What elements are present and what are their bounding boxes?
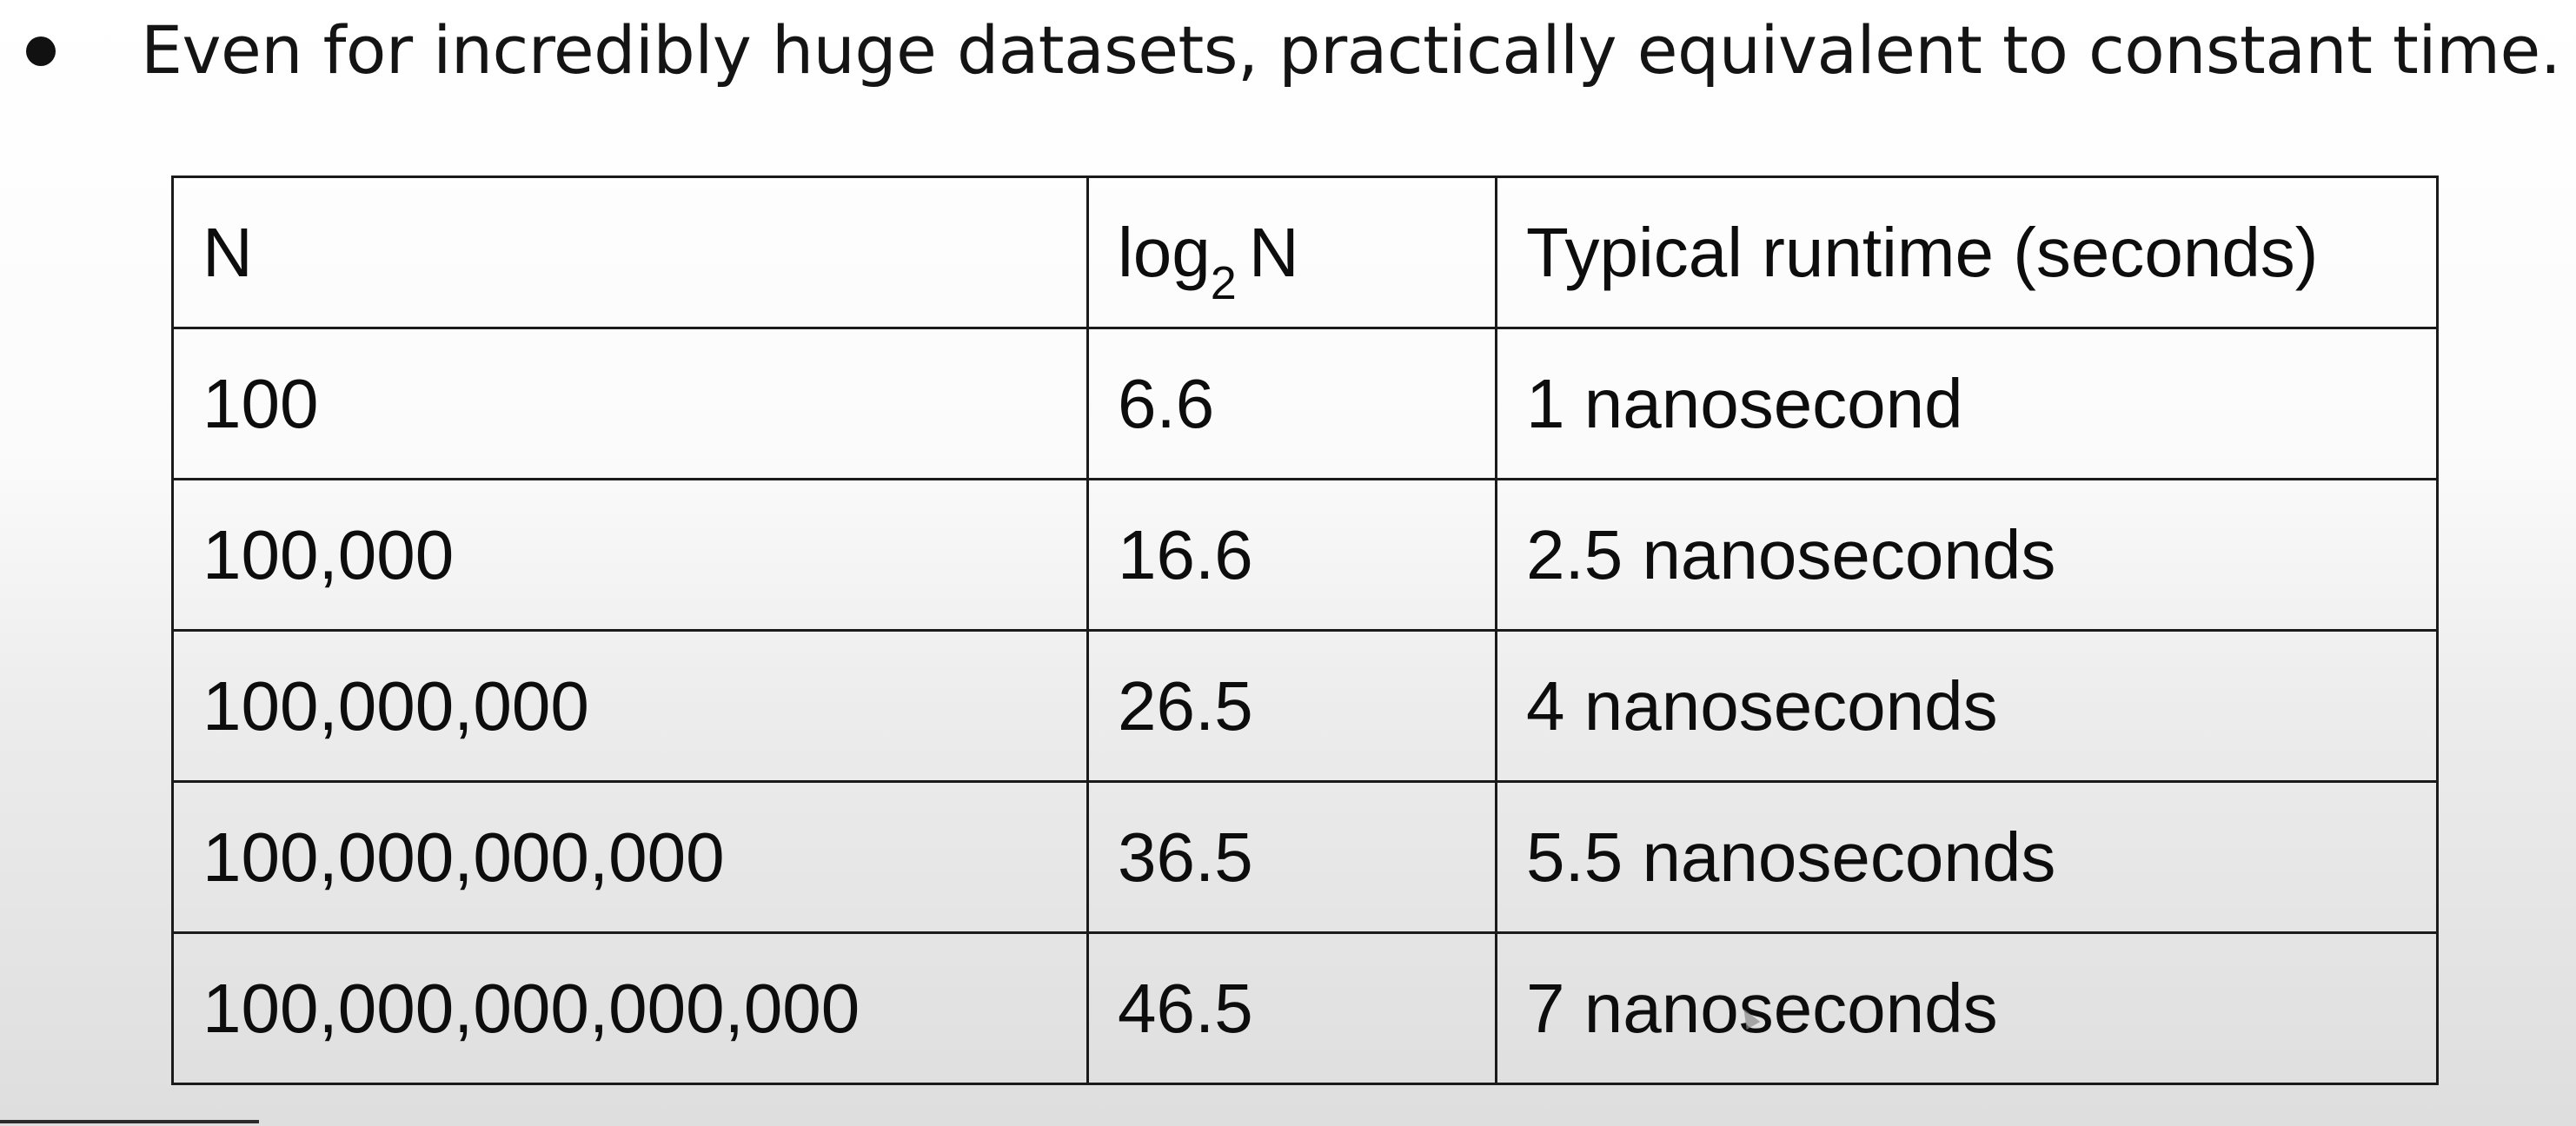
bullet-text: Even for incredibly huge datasets, pract… bbox=[141, 11, 2561, 89]
header-log-var: N bbox=[1248, 213, 1299, 291]
cell-n: 100,000,000 bbox=[171, 629, 1089, 783]
cell-log: 36.5 bbox=[1086, 780, 1497, 934]
progress-bar-edge bbox=[0, 1120, 259, 1123]
table-row: 100,000,000,000 36.5 5.5 nanoseconds bbox=[171, 780, 2439, 934]
cell-log: 6.6 bbox=[1086, 327, 1497, 480]
cell-runtime: 7 nanoseconds bbox=[1495, 931, 2439, 1085]
bullet-point: Even for incredibly huge datasets, pract… bbox=[0, 0, 2576, 104]
cell-runtime: 1 nanosecond bbox=[1495, 327, 2439, 480]
cell-log: 16.6 bbox=[1086, 478, 1497, 632]
table-row: 100 6.6 1 nanosecond bbox=[171, 327, 2439, 480]
table-row: 100,000 16.6 2.5 nanoseconds bbox=[171, 478, 2439, 632]
cell-n: 100,000,000,000 bbox=[171, 780, 1089, 934]
cell-log: 46.5 bbox=[1086, 931, 1497, 1085]
cell-n: 100,000 bbox=[171, 478, 1089, 632]
header-n: N bbox=[171, 176, 1089, 329]
cell-runtime: 5.5 nanoseconds bbox=[1495, 780, 2439, 934]
header-log-subscript: 2 bbox=[1210, 256, 1237, 309]
cell-n: 100,000,000,000,000 bbox=[171, 931, 1089, 1085]
table-row: 100,000,000,000,000 46.5 7 nanoseconds bbox=[171, 931, 2439, 1085]
table-header-row: N log2 N Typical runtime (seconds) bbox=[171, 176, 2439, 329]
cell-runtime: 2.5 nanoseconds bbox=[1495, 478, 2439, 632]
table-row: 100,000,000 26.5 4 nanoseconds bbox=[171, 629, 2439, 783]
runtime-table: N log2 N Typical runtime (seconds) 100 6.… bbox=[171, 176, 2439, 1085]
bullet-dot-icon bbox=[26, 36, 56, 66]
cell-log: 26.5 bbox=[1086, 629, 1497, 783]
cell-n: 100 bbox=[171, 327, 1089, 480]
header-log2-n: log2 N bbox=[1086, 176, 1497, 329]
header-log-base: log bbox=[1118, 213, 1211, 291]
header-runtime: Typical runtime (seconds) bbox=[1495, 176, 2439, 329]
cell-runtime: 4 nanoseconds bbox=[1495, 629, 2439, 783]
